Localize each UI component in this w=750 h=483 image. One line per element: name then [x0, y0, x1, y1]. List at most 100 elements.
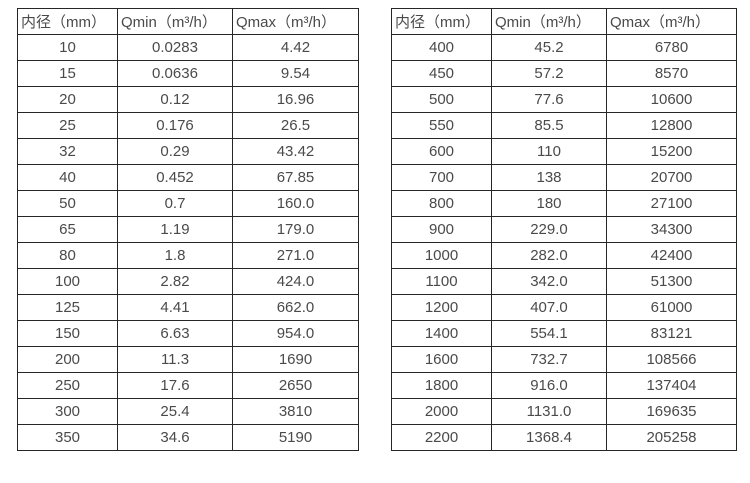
table-cell: 0.452	[117, 164, 233, 191]
table-row: 300 25.4 3810	[17, 398, 359, 425]
table-cell: 0.0636	[117, 60, 233, 87]
table-row: 10 0.0283 4.42	[17, 34, 359, 61]
table-cell: 108566	[606, 346, 737, 373]
table-row: 65 1.19 179.0	[17, 216, 359, 243]
table-cell: 900	[391, 216, 492, 243]
flow-rate-tables: 内径（mm） Qmin（m³/h） Qmax（m³/h） 10 0.0283 4.4…	[17, 8, 737, 451]
table-cell: 916.0	[491, 372, 607, 399]
table-row: 40 0.452 67.85	[17, 164, 359, 191]
table-cell: 65	[17, 216, 118, 243]
table-cell: 179.0	[232, 216, 359, 243]
table-cell: 1200	[391, 294, 492, 321]
header-row: 内径（mm） Qmin（m³/h） Qmax（m³/h）	[17, 8, 359, 35]
table-cell: 67.85	[232, 164, 359, 191]
table-cell: 0.0283	[117, 34, 233, 61]
table-row: 800 180 27100	[391, 190, 737, 217]
table-row: 1000 282.0 42400	[391, 242, 737, 269]
table-cell: 4.41	[117, 294, 233, 321]
table-cell: 80	[17, 242, 118, 269]
table-cell: 350	[17, 424, 118, 451]
table-cell: 83121	[606, 320, 737, 347]
table-cell: 229.0	[491, 216, 607, 243]
table-row: 150 6.63 954.0	[17, 320, 359, 347]
table-row: 1400 554.1 83121	[391, 320, 737, 347]
flow-table-small-diameters: 内径（mm） Qmin（m³/h） Qmax（m³/h） 10 0.0283 4.4…	[17, 8, 359, 451]
table-row: 2000 1131.0 169635	[391, 398, 737, 425]
table-cell: 57.2	[491, 60, 607, 87]
table-cell: 0.176	[117, 112, 233, 139]
table-cell: 282.0	[491, 242, 607, 269]
table-cell: 10600	[606, 86, 737, 113]
table-cell: 138	[491, 164, 607, 191]
table-cell: 662.0	[232, 294, 359, 321]
table-cell: 43.42	[232, 138, 359, 165]
table-row: 125 4.41 662.0	[17, 294, 359, 321]
table-row: 700 138 20700	[391, 164, 737, 191]
table-cell: 27100	[606, 190, 737, 217]
table-cell: 16.96	[232, 86, 359, 113]
table-cell: 8570	[606, 60, 737, 87]
table-cell: 0.12	[117, 86, 233, 113]
table-cell: 1.8	[117, 242, 233, 269]
table-cell: 137404	[606, 372, 737, 399]
table-cell: 25	[17, 112, 118, 139]
table-cell: 600	[391, 138, 492, 165]
table-cell: 12800	[606, 112, 737, 139]
table-cell: 1690	[232, 346, 359, 373]
table-cell: 5190	[232, 424, 359, 451]
table-cell: 800	[391, 190, 492, 217]
table-cell: 20	[17, 86, 118, 113]
table-cell: 1.19	[117, 216, 233, 243]
table-cell: 180	[491, 190, 607, 217]
table-cell: 40	[17, 164, 118, 191]
table-cell: 61000	[606, 294, 737, 321]
table-row: 550 85.5 12800	[391, 112, 737, 139]
table-cell: 300	[17, 398, 118, 425]
table-cell: 205258	[606, 424, 737, 451]
table-cell: 100	[17, 268, 118, 295]
table-cell: 77.6	[491, 86, 607, 113]
table-row: 15 0.0636 9.54	[17, 60, 359, 87]
table-cell: 2000	[391, 398, 492, 425]
table-cell: 342.0	[491, 268, 607, 295]
table-cell: 1000	[391, 242, 492, 269]
table-cell: 1368.4	[491, 424, 607, 451]
header-row: 内径（mm） Qmin（m³/h） Qmax（m³/h）	[391, 8, 737, 35]
table-row: 80 1.8 271.0	[17, 242, 359, 269]
table-cell: 1400	[391, 320, 492, 347]
table-body: 400 45.2 6780 450 57.2 8570 500 77.6 10600 550 85.…	[391, 34, 737, 451]
table-cell: 150	[17, 320, 118, 347]
table-row: 250 17.6 2650	[17, 372, 359, 399]
table-cell: 2650	[232, 372, 359, 399]
table-cell: 1100	[391, 268, 492, 295]
table-cell: 2200	[391, 424, 492, 451]
table-cell: 554.1	[491, 320, 607, 347]
table-cell: 424.0	[232, 268, 359, 295]
table-row: 25 0.176 26.5	[17, 112, 359, 139]
table-cell: 0.29	[117, 138, 233, 165]
table-cell: 3810	[232, 398, 359, 425]
table-row: 50 0.7 160.0	[17, 190, 359, 217]
table-cell: 500	[391, 86, 492, 113]
table-cell: 4.42	[232, 34, 359, 61]
flow-table-large-diameters: 内径（mm） Qmin（m³/h） Qmax（m³/h） 400 45.2 6780…	[391, 8, 737, 451]
table-row: 600 110 15200	[391, 138, 737, 165]
table-cell: 271.0	[232, 242, 359, 269]
table-header: 内径（mm） Qmin（m³/h） Qmax（m³/h）	[391, 8, 737, 35]
table-cell: 732.7	[491, 346, 607, 373]
table-cell: 169635	[606, 398, 737, 425]
table-cell: 15200	[606, 138, 737, 165]
header-diameter: 内径（mm）	[17, 8, 118, 35]
table-cell: 125	[17, 294, 118, 321]
table-row: 200 11.3 1690	[17, 346, 359, 373]
table-row: 500 77.6 10600	[391, 86, 737, 113]
table-body: 10 0.0283 4.42 15 0.0636 9.54 20 0.12 16.96 25 0.1…	[17, 34, 359, 451]
table-row: 100 2.82 424.0	[17, 268, 359, 295]
table-cell: 17.6	[117, 372, 233, 399]
table-row: 1200 407.0 61000	[391, 294, 737, 321]
table-cell: 250	[17, 372, 118, 399]
table-cell: 6.63	[117, 320, 233, 347]
table-cell: 110	[491, 138, 607, 165]
table-cell: 42400	[606, 242, 737, 269]
table-cell: 700	[391, 164, 492, 191]
